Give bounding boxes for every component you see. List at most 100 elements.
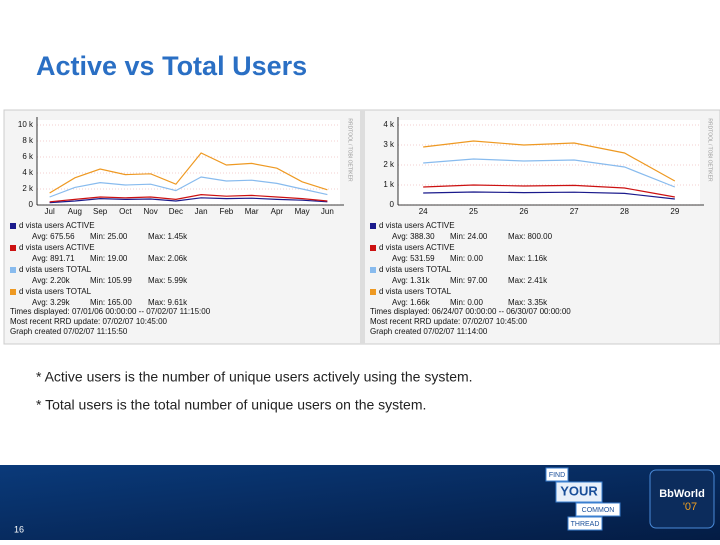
legend-stat: Max: 1.45k <box>148 232 188 241</box>
legend-label: d vista users ACTIVE <box>379 221 455 230</box>
y-tick-label: 2 k <box>22 184 34 193</box>
series-line <box>423 184 675 198</box>
y-tick-label: 4 k <box>383 120 395 129</box>
legend-label: d vista users TOTAL <box>379 287 452 296</box>
legend-swatch <box>10 267 16 273</box>
y-tick-label: 8 k <box>22 136 34 145</box>
legend-label: d vista users ACTIVE <box>19 221 95 230</box>
y-tick-label: 6 k <box>22 152 34 161</box>
legend-stat: Max: 3.35k <box>508 298 548 307</box>
legend-stat: Max: 9.61k <box>148 298 188 307</box>
x-tick-label: Dec <box>169 207 183 216</box>
series-line <box>423 158 676 188</box>
legend-stat: Avg: 2.20k <box>32 276 71 285</box>
logo-word: COMMON <box>582 507 615 514</box>
y-tick-label: 1 k <box>383 180 395 189</box>
legend-stat: Max: 2.41k <box>508 276 548 285</box>
logo-box <box>567 516 603 531</box>
legend-stat: Min: 0.00 <box>450 254 483 263</box>
x-tick-label: 25 <box>469 207 478 216</box>
legend-label: d vista users TOTAL <box>19 287 92 296</box>
x-tick-label: 27 <box>570 207 579 216</box>
brand-name: BbWorld <box>659 488 705 500</box>
x-tick-label: 24 <box>419 207 428 216</box>
plot-area <box>37 120 340 205</box>
legend-stat: Max: 1.16k <box>508 254 548 263</box>
legend-stat: Min: 105.99 <box>90 276 132 285</box>
logo-word: YOUR <box>560 483 598 498</box>
x-tick-label: Oct <box>119 207 132 216</box>
legend-label: d vista users TOTAL <box>379 265 452 274</box>
side-text: RRDTOOL / TOBI OETIKER <box>347 118 353 182</box>
x-tick-label: Jun <box>321 207 334 216</box>
series-line <box>49 197 328 204</box>
graph-footer: Times displayed: 07/01/06 00:00:00 -- 07… <box>10 307 211 316</box>
x-tick-label: Feb <box>219 207 233 216</box>
legend-stat: Avg: 3.29k <box>32 298 71 307</box>
note: * Active users is the number of unique u… <box>36 369 473 385</box>
series-line <box>49 193 328 203</box>
slide-title: Active vs Total Users <box>36 51 307 81</box>
y-tick-label: 2 k <box>383 160 395 169</box>
graph-footer: Graph created 07/02/07 11:14:00 <box>370 327 488 336</box>
legend-stat: Min: 165.00 <box>90 298 132 307</box>
legend-stat: Avg: 675.56 <box>32 232 75 241</box>
series-line <box>423 140 676 182</box>
legend-stat: Max: 2.06k <box>148 254 188 263</box>
logo-word: FIND <box>549 472 565 479</box>
logo-word: THREAD <box>571 521 600 528</box>
logo: FIND YOUR COMMON THREAD BbWorld '07 <box>545 467 715 531</box>
y-tick-label: 10 k <box>18 120 34 129</box>
legend-swatch <box>10 289 16 295</box>
legend-stat: Avg: 891.71 <box>32 254 75 263</box>
legend-swatch <box>370 289 376 295</box>
slide-number: 16 <box>14 524 24 534</box>
graph-footer: Graph created 07/02/07 11:15:50 <box>10 327 128 336</box>
graph-divider <box>360 110 365 344</box>
brand-badge <box>649 469 715 529</box>
x-tick-label: 28 <box>620 207 629 216</box>
logo-box <box>555 481 603 503</box>
legend-stat: Min: 25.00 <box>90 232 128 241</box>
graph-footer: Times displayed: 06/24/07 00:00:00 -- 06… <box>370 307 571 316</box>
legend-swatch <box>370 223 376 229</box>
side-text: RRDTOOL / TOBI OETIKER <box>707 118 713 182</box>
legend-stat: Min: 0.00 <box>450 298 483 307</box>
graph-footer: Most recent RRD update: 07/02/07 10:45:0… <box>370 317 528 326</box>
legend-stat: Max: 800.00 <box>508 232 553 241</box>
x-tick-label: May <box>295 207 310 216</box>
legend-stat: Avg: 1.66k <box>392 298 431 307</box>
x-tick-label: Jan <box>195 207 208 216</box>
y-tick-label: 0 <box>29 200 34 209</box>
note: * Total users is the total number of uni… <box>36 397 426 413</box>
legend-label: d vista users ACTIVE <box>19 243 95 252</box>
y-tick-label: 3 k <box>383 140 395 149</box>
x-tick-label: 26 <box>519 207 528 216</box>
series-line <box>49 152 328 194</box>
legend-swatch <box>370 245 376 251</box>
series-line <box>423 191 675 200</box>
brand-year: '07 <box>683 501 697 513</box>
legend-label: d vista users ACTIVE <box>379 243 455 252</box>
x-tick-label: 29 <box>670 207 679 216</box>
legend-swatch <box>370 267 376 273</box>
x-tick-label: Mar <box>245 207 259 216</box>
legend-swatch <box>10 223 16 229</box>
x-tick-label: Nov <box>144 207 158 216</box>
legend-stat: Min: 19.00 <box>90 254 128 263</box>
legend-stat: Avg: 531.59 <box>392 254 435 263</box>
graph-footer: Most recent RRD update: 07/02/07 10:45:0… <box>10 317 168 326</box>
x-tick-label: Jul <box>45 207 55 216</box>
y-tick-label: 4 k <box>22 168 34 177</box>
legend-stat: Max: 5.99k <box>148 276 188 285</box>
plot-area <box>398 120 700 205</box>
legend-label: d vista users TOTAL <box>19 265 92 274</box>
legend-stat: Avg: 388.30 <box>392 232 435 241</box>
series-line <box>49 176 328 198</box>
logo-box <box>545 467 569 482</box>
legend-swatch <box>10 245 16 251</box>
y-tick-label: 0 <box>390 200 395 209</box>
x-tick-label: Sep <box>93 207 108 216</box>
legend-stat: Avg: 1.31k <box>392 276 431 285</box>
